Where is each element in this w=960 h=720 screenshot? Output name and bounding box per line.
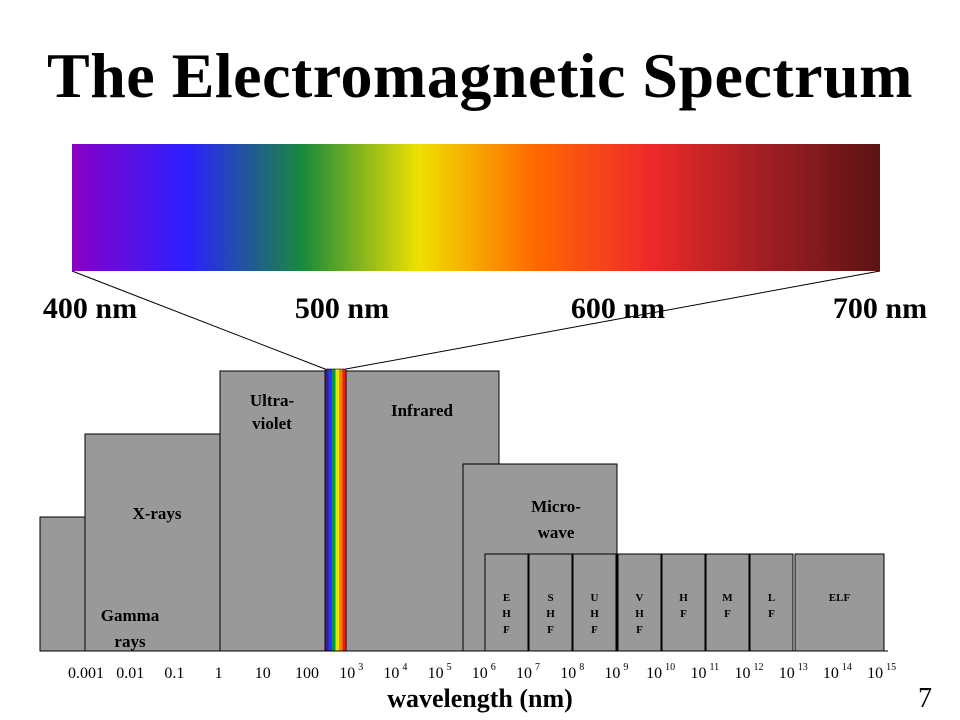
radio-band-label-ehf-2: H bbox=[502, 608, 511, 620]
radio-band-label-hf-1: H bbox=[679, 592, 688, 604]
slide-number: 7 bbox=[918, 683, 932, 714]
visible-spectrum-bar bbox=[72, 144, 880, 271]
visible-strip-segment-6 bbox=[342, 369, 346, 651]
radio-band-mf bbox=[705, 553, 750, 652]
radio-band-label-uhf-1: U bbox=[591, 592, 599, 604]
tick-label-13: 10 9 bbox=[604, 662, 628, 682]
visible-strip-segment-2 bbox=[328, 369, 332, 651]
radio-band-label-shf-3: F bbox=[547, 624, 554, 636]
tick-label-15: 10 11 bbox=[690, 662, 719, 682]
tick-label-19: 10 15 bbox=[867, 662, 896, 682]
radio-band-label-mf-1: M bbox=[722, 592, 733, 604]
radio-band-ehf bbox=[484, 553, 529, 652]
band-gamma bbox=[39, 516, 86, 652]
band-ultraviolet bbox=[219, 370, 326, 652]
radio-band-label-lf-1: L bbox=[768, 592, 775, 604]
wavelength-label-600-nm: 600 nm bbox=[571, 292, 665, 325]
band-label-infrared-1: Infrared bbox=[391, 401, 454, 420]
wavelength-label-500-nm: 500 nm bbox=[295, 292, 389, 325]
radio-band-label-uhf-2: H bbox=[590, 608, 599, 620]
tick-label-10: 10 6 bbox=[472, 662, 496, 682]
tick-label-9: 10 5 bbox=[428, 662, 452, 682]
tick-label-3: 0.1 bbox=[164, 665, 184, 682]
band-label-ultraviolet-2: violet bbox=[252, 414, 292, 433]
tick-label-14: 10 10 bbox=[646, 662, 675, 682]
zoom-lines bbox=[71, 270, 881, 370]
band-label-xrays-1: X-rays bbox=[132, 504, 181, 523]
tick-label-7: 10 3 bbox=[339, 662, 363, 682]
radio-band-uhf bbox=[572, 553, 617, 652]
radio-band-label-vhf-3: F bbox=[636, 624, 643, 636]
zoom-line-right bbox=[345, 270, 881, 370]
band-label-microwave-1: Micro- bbox=[531, 497, 581, 516]
wavelength-label-700-nm: 700 nm bbox=[833, 292, 927, 325]
tick-label-12: 10 8 bbox=[560, 662, 584, 682]
tick-label-1: 0.001 bbox=[68, 665, 104, 682]
tick-label-8: 10 4 bbox=[383, 662, 407, 682]
radio-band-hf bbox=[661, 553, 706, 652]
band-label-ultraviolet-1: Ultra- bbox=[250, 391, 295, 410]
radio-band-label-mf-2: F bbox=[724, 608, 731, 620]
visible-strip-segment-1 bbox=[325, 369, 329, 651]
tick-label-5: 10 bbox=[255, 665, 271, 682]
visible-strip bbox=[324, 368, 347, 652]
visible-strip-segment-5 bbox=[339, 369, 343, 651]
radio-band-label-ehf-1: E bbox=[503, 592, 510, 604]
tick-label-16: 10 12 bbox=[735, 662, 764, 682]
radio-band-vhf bbox=[617, 553, 662, 652]
band-label-gamma-1: Gamma bbox=[101, 606, 160, 625]
radio-band-label-lf-2: F bbox=[768, 608, 775, 620]
band-label-microwave-2: wave bbox=[538, 523, 575, 542]
radio-band-shf bbox=[528, 553, 573, 652]
radio-band-label-shf-1: S bbox=[547, 592, 553, 604]
radio-band-label-vhf-2: H bbox=[635, 608, 644, 620]
visible-wavelength-labels: 400 nm 500 nm 600 nm 700 nm bbox=[43, 292, 927, 325]
wavelength-label-400-nm: 400 nm bbox=[43, 292, 137, 325]
slide-title: The Electromagnetic Spectrum bbox=[47, 40, 913, 111]
radio-band-label-hf-2: F bbox=[680, 608, 687, 620]
radio-band-label-ehf-3: F bbox=[503, 624, 510, 636]
radio-band-label-uhf-3: F bbox=[591, 624, 598, 636]
axis-tick-labels: 0.001 0.01 0.1 1 10 100 10 3 10 4 10 5 10 6 10 7 10 8 10 9 1… bbox=[68, 662, 896, 682]
tick-label-4: 1 bbox=[215, 665, 223, 682]
zoom-line-left bbox=[71, 270, 326, 370]
radio-band-label-elf-1: ELF bbox=[829, 592, 851, 604]
tick-label-17: 10 13 bbox=[779, 662, 808, 682]
tick-label-6: 100 bbox=[295, 665, 319, 682]
visible-strip-segment-3 bbox=[332, 369, 336, 651]
radio-band-label-shf-2: H bbox=[546, 608, 555, 620]
axis-title: wavelength (nm) bbox=[387, 684, 573, 713]
tick-label-2: 0.01 bbox=[116, 665, 144, 682]
tick-label-18: 10 14 bbox=[823, 662, 852, 682]
visible-strip-segment-4 bbox=[335, 369, 339, 651]
band-label-gamma-2: rays bbox=[114, 632, 146, 651]
radio-band-label-vhf-1: V bbox=[636, 592, 644, 604]
tick-label-11: 10 7 bbox=[516, 662, 540, 682]
band-xrays bbox=[84, 433, 221, 652]
